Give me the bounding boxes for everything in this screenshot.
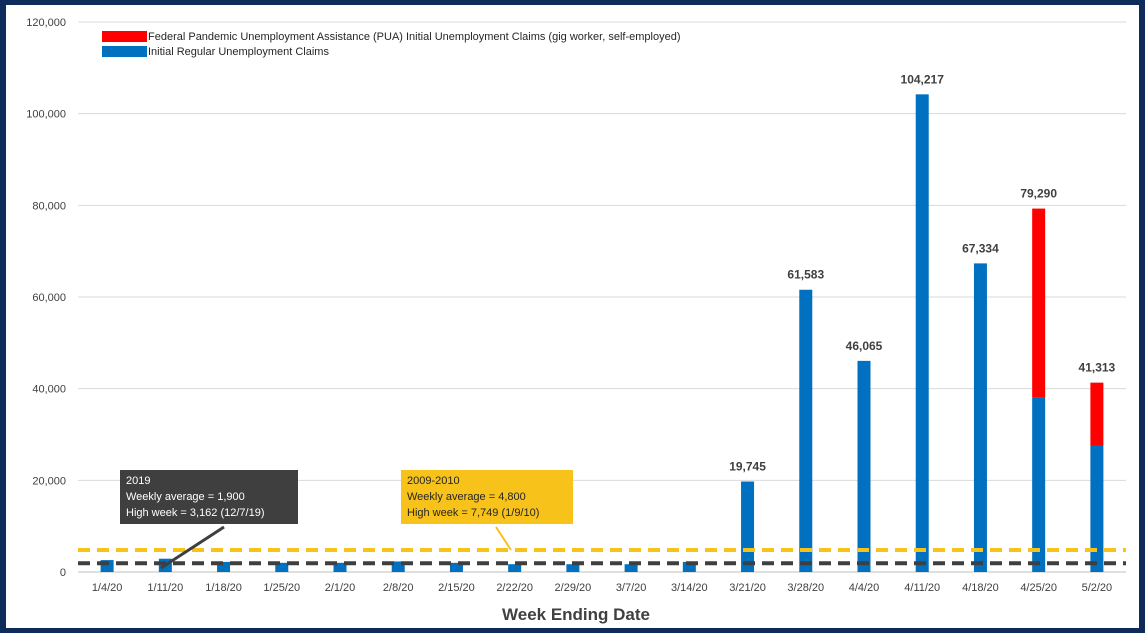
x-tick-label: 5/2/20 [1082,582,1113,594]
chart-frame: 0 20,000 40,000 60,000 80,000 100,000 120,000 … [6,5,1139,628]
x-tick-label: 3/7/20 [616,582,647,594]
x-tick-label: 2/15/20 [438,582,475,594]
bar-regular-claims [217,561,231,572]
data-label: 67,334 [962,241,999,255]
bar-regular-claims [508,564,522,572]
y-tick-label: 120,000 [26,17,66,29]
data-label: 104,217 [901,72,945,86]
x-tick-label: 1/18/20 [205,582,242,594]
x-tick-label: 1/11/20 [147,582,183,594]
x-tick-label: 4/25/20 [1020,582,1057,594]
annotation-2009-2010-title: 2009-2010 [407,475,460,487]
bar-regular-claims [682,561,696,572]
legend-swatch [102,31,147,42]
bar-regular-claims [915,94,929,573]
data-labels: 19,745 61,583 46,065 104,217 67,334 79,290 41,… [729,72,1115,473]
x-tick-label: 4/11/20 [904,582,940,594]
chart: 020,00040,00060,00080,000100,000120,000 … [26,17,1126,624]
y-tick-label: 80,000 [32,200,66,212]
legend-swatch [102,46,147,57]
bar-regular-claims [275,562,289,572]
y-axis-ticks: 0 20,000 40,000 60,000 80,000 100,000 120,000 [26,17,66,579]
x-tick-label: 4/4/20 [849,582,880,594]
bar-regular-claims [1032,397,1046,572]
bar-regular-claims [566,564,580,572]
data-label: 41,313 [1079,361,1116,375]
x-tick-label: 2/1/20 [325,582,356,594]
y-tick-label: 0 [60,567,66,579]
data-label: 61,583 [787,268,824,282]
bar-regular-claims [1090,445,1104,572]
annotation-pointer-2019 [160,525,225,570]
x-tick-label: 3/14/20 [671,582,708,594]
bar-regular-claims [391,561,405,572]
annotation-pointer-2009-2010 [495,526,512,551]
x-tick-label: 2/29/20 [555,582,592,594]
bar-regular-claims [449,562,463,572]
data-label: 79,290 [1020,187,1057,201]
annotation-2019-title: 2019 [126,475,151,487]
y-tick-label: 40,000 [32,384,66,396]
annotation-2019-high: High week = 3,162 (12/7/19) [126,507,265,519]
bar-regular-claims [973,263,987,572]
x-tick-label: 4/18/20 [962,582,999,594]
bar-regular-claims [100,560,114,572]
data-label: 19,745 [729,460,766,474]
reference-lines [78,548,1126,566]
x-axis-title: Week Ending Date [502,605,650,624]
legend-entry: Federal Pandemic Unemployment Assistance… [148,31,680,43]
y-tick-label: 60,000 [32,292,66,304]
bar-regular-claims [799,289,813,572]
annotation-2009-2010: 2009-2010 Weekly average = 4,800 High we… [401,470,573,524]
x-tick-label: 2/22/20 [496,582,533,594]
bar-regular-claims [741,481,755,572]
x-tick-label: 3/21/20 [729,582,766,594]
y-tick-label: 20,000 [32,475,66,487]
legend: Federal Pandemic Unemployment Assistance… [102,31,680,58]
data-label: 46,065 [846,339,883,353]
x-tick-label: 1/4/20 [92,582,123,594]
bar-regular-claims [857,360,871,572]
legend-entry: Initial Regular Unemployment Claims [148,46,329,58]
bar-pua-claims [1090,382,1104,446]
annotation-2019: 2019 Weekly average = 1,900 High week = … [120,470,298,524]
bar-pua-claims [1032,208,1046,398]
x-tick-label: 1/25/20 [263,582,300,594]
bar-regular-claims [624,564,638,572]
y-tick-label: 100,000 [26,109,66,121]
x-axis-ticks: 1/4/20 1/11/20 1/18/20 1/25/20 2/1/20 2/8/20 2… [92,582,1112,594]
annotation-2019-average: Weekly average = 1,900 [126,491,245,503]
x-tick-label: 2/8/20 [383,582,414,594]
annotation-2009-2010-high: High week = 7,749 (1/9/10) [407,507,540,519]
x-tick-label: 3/28/20 [787,582,824,594]
bar-regular-claims [333,562,347,572]
annotation-2009-2010-average: Weekly average = 4,800 [407,491,526,503]
